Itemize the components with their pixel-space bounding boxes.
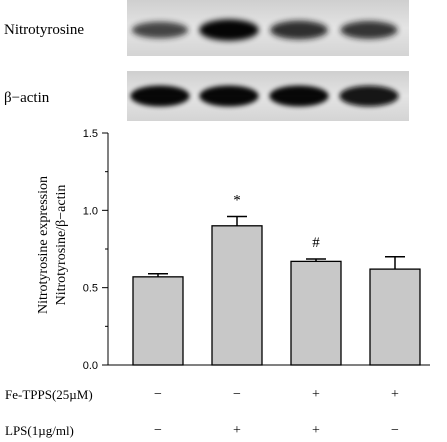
minus-sign: −: [154, 423, 162, 438]
blot-band: [130, 85, 190, 107]
bar: [132, 276, 184, 366]
blot-band: [270, 20, 328, 40]
blot-svg-beta-actin: [127, 71, 409, 121]
blot-band: [131, 21, 189, 39]
plus-sign: +: [312, 387, 320, 402]
bar: [290, 260, 342, 366]
y-tick-label: 1.0: [83, 205, 98, 217]
blot-band: [269, 85, 329, 107]
treatment-label-fe-tpps: Fe-TPPS(25µM): [5, 387, 93, 402]
treatment-label-lps: LPS(1µg/ml): [5, 423, 74, 438]
blot-svg-nitrotyrosine: [127, 0, 409, 56]
y-axis-label: Nitrotyrosine/β−actin: [54, 185, 69, 306]
y-axis-label: Nitrotyrosine expression: [36, 176, 51, 314]
blot-band: [199, 19, 259, 41]
blot-label-nitrotyrosine: Nitrotyrosine: [4, 22, 84, 38]
blot-band: [339, 85, 399, 107]
minus-sign: −: [233, 387, 241, 402]
y-tick-label: 0.0: [83, 360, 98, 372]
blot-band: [199, 85, 259, 107]
plus-sign: +: [312, 423, 320, 438]
plus-sign: +: [391, 387, 399, 402]
minus-sign: −: [154, 387, 162, 402]
blot-label-beta-actin: β−actin: [4, 90, 50, 106]
y-tick-label: 1.5: [83, 128, 98, 140]
bar: [369, 268, 421, 366]
blot-image-nitrotyrosine: [127, 0, 409, 56]
blot-image-beta-actin: [127, 71, 409, 121]
significance-marker: *: [233, 193, 241, 209]
blot-band: [340, 21, 398, 39]
y-tick-label: 0.5: [83, 283, 98, 295]
minus-sign: −: [391, 423, 399, 438]
bar: [211, 225, 263, 366]
plus-sign: +: [233, 423, 241, 438]
significance-marker: #: [312, 235, 320, 251]
